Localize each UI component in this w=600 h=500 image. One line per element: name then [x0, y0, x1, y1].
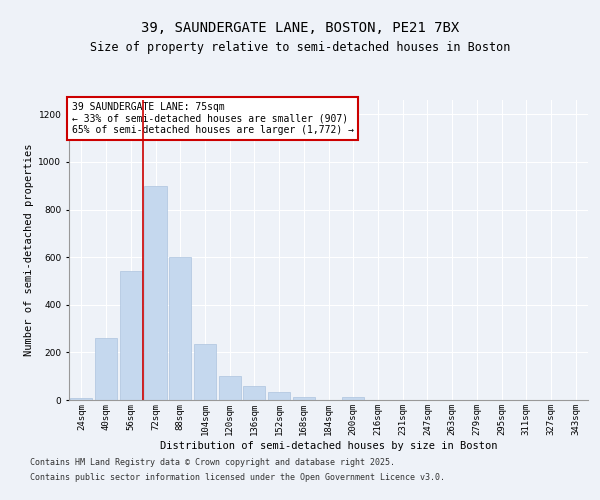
- Bar: [194, 344, 216, 400]
- Bar: [293, 397, 315, 400]
- Bar: [145, 186, 167, 400]
- Text: Contains public sector information licensed under the Open Government Licence v3: Contains public sector information licen…: [30, 473, 445, 482]
- Bar: [268, 392, 290, 400]
- X-axis label: Distribution of semi-detached houses by size in Boston: Distribution of semi-detached houses by …: [160, 440, 497, 450]
- Text: Contains HM Land Registry data © Crown copyright and database right 2025.: Contains HM Land Registry data © Crown c…: [30, 458, 395, 467]
- Bar: [119, 272, 142, 400]
- Bar: [169, 257, 191, 400]
- Bar: [95, 338, 117, 400]
- Text: 39 SAUNDERGATE LANE: 75sqm
← 33% of semi-detached houses are smaller (907)
65% o: 39 SAUNDERGATE LANE: 75sqm ← 33% of semi…: [71, 102, 353, 134]
- Y-axis label: Number of semi-detached properties: Number of semi-detached properties: [24, 144, 34, 356]
- Text: Size of property relative to semi-detached houses in Boston: Size of property relative to semi-detach…: [90, 41, 510, 54]
- Bar: [70, 398, 92, 400]
- Bar: [218, 376, 241, 400]
- Bar: [243, 386, 265, 400]
- Bar: [342, 397, 364, 400]
- Text: 39, SAUNDERGATE LANE, BOSTON, PE21 7BX: 39, SAUNDERGATE LANE, BOSTON, PE21 7BX: [141, 20, 459, 34]
